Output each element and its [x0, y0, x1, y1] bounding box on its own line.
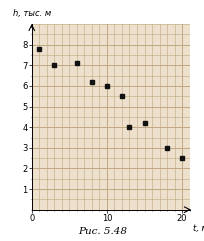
- Text: t, мин: t, мин: [192, 224, 204, 233]
- Text: Рис. 5.48: Рис. 5.48: [78, 227, 126, 236]
- Text: h, тыс. м: h, тыс. м: [13, 9, 51, 18]
